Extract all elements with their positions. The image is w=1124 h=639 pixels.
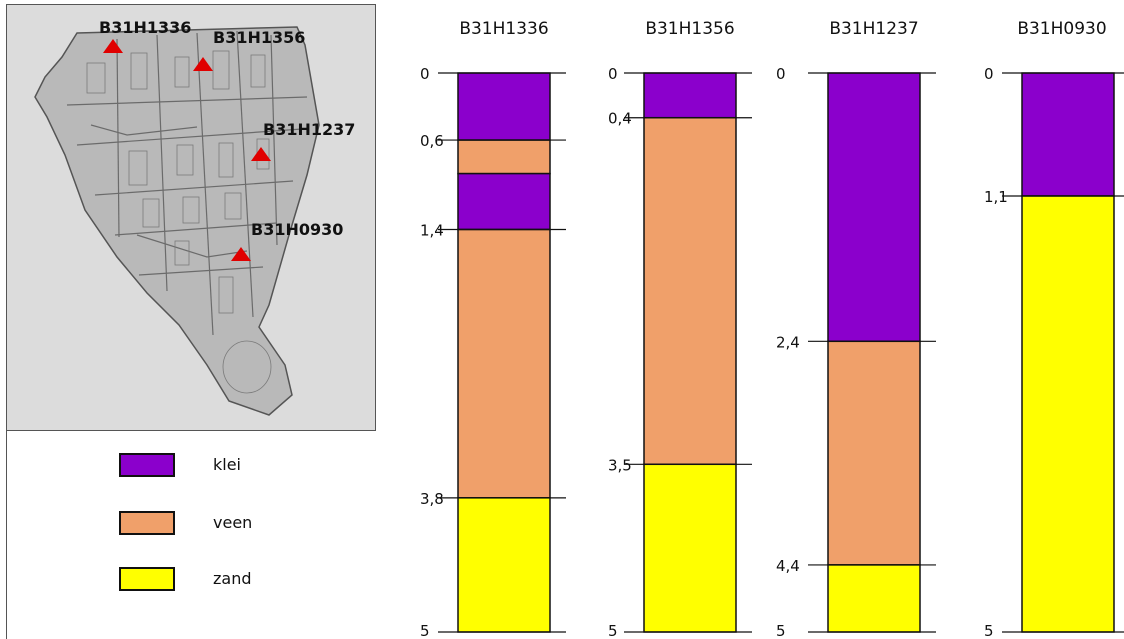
- location-map: B31H1336 B31H1356 B31H1237 B31H0930: [6, 4, 376, 431]
- depth-tick-label: 4,4: [776, 557, 800, 575]
- depth-tick-label: 0: [608, 65, 618, 83]
- legend-swatch-veen: [119, 511, 175, 535]
- depth-tick-label: 5: [776, 622, 786, 639]
- polder-outline: [34, 26, 320, 416]
- layer-klei: [457, 72, 551, 141]
- layer-veen: [457, 139, 551, 175]
- depth-tick-label: 5: [608, 622, 618, 639]
- marker-label: B31H1237: [263, 120, 355, 139]
- legend: klei veen zand: [6, 431, 376, 639]
- depth-tick-label: 2,4: [776, 333, 800, 351]
- borehole-profiles-chart: B31H1336 0 0,6 1,4 3,8 5 B31H1356 0 0,4 3,5 5 B31H1…: [420, 19, 1124, 639]
- layer-klei: [827, 72, 921, 343]
- layer-klei: [643, 72, 737, 119]
- depth-tick-label: 3,8: [420, 490, 444, 508]
- depth-tick-label: 0,6: [420, 132, 444, 150]
- depth-tick-label: 5: [420, 622, 430, 639]
- layer-zand: [827, 564, 921, 633]
- column-title: B31H1356: [645, 19, 734, 39]
- layer-zand: [643, 463, 737, 633]
- legend-label: veen: [213, 513, 253, 532]
- legend-swatch-zand: [119, 567, 175, 591]
- map-parcels: [86, 50, 272, 394]
- depth-tick-label: 0,4: [608, 110, 632, 128]
- layer-veen: [457, 228, 551, 499]
- map-streets: [66, 30, 308, 336]
- marker-label: B31H1336: [99, 18, 191, 37]
- marker-B31H1336: B31H1336: [99, 18, 191, 53]
- depth-tick-label: 5: [984, 622, 994, 639]
- column-title: B31H0930: [1017, 19, 1106, 39]
- legend-label: klei: [213, 455, 241, 474]
- depth-tick-label: 1,4: [420, 222, 444, 240]
- legend-label: zand: [213, 569, 252, 588]
- layer-veen: [827, 340, 921, 566]
- marker-label: B31H1356: [213, 28, 305, 47]
- layer-veen: [643, 116, 737, 466]
- marker-B31H0930: B31H0930: [231, 220, 343, 261]
- column-title: B31H1336: [459, 19, 548, 39]
- legend-swatch-klei: [119, 453, 175, 477]
- depth-tick-label: 0: [776, 65, 786, 83]
- marker-B31H1356: B31H1356: [193, 28, 305, 71]
- marker-B31H1237: B31H1237: [251, 120, 355, 161]
- layer-zand: [1021, 195, 1115, 633]
- depth-tick-label: 0: [420, 65, 430, 83]
- depth-tick-label: 0: [984, 65, 994, 83]
- depth-tick-label: 3,5: [608, 456, 632, 474]
- map-svg: B31H1336 B31H1356 B31H1237 B31H0930: [34, 18, 355, 416]
- layer-zand: [457, 497, 551, 633]
- column-title: B31H1237: [829, 19, 918, 39]
- marker-label: B31H0930: [251, 220, 343, 239]
- layer-klei: [1021, 72, 1115, 197]
- depth-tick-label: 1,1: [984, 188, 1008, 206]
- layer-klei: [457, 172, 551, 231]
